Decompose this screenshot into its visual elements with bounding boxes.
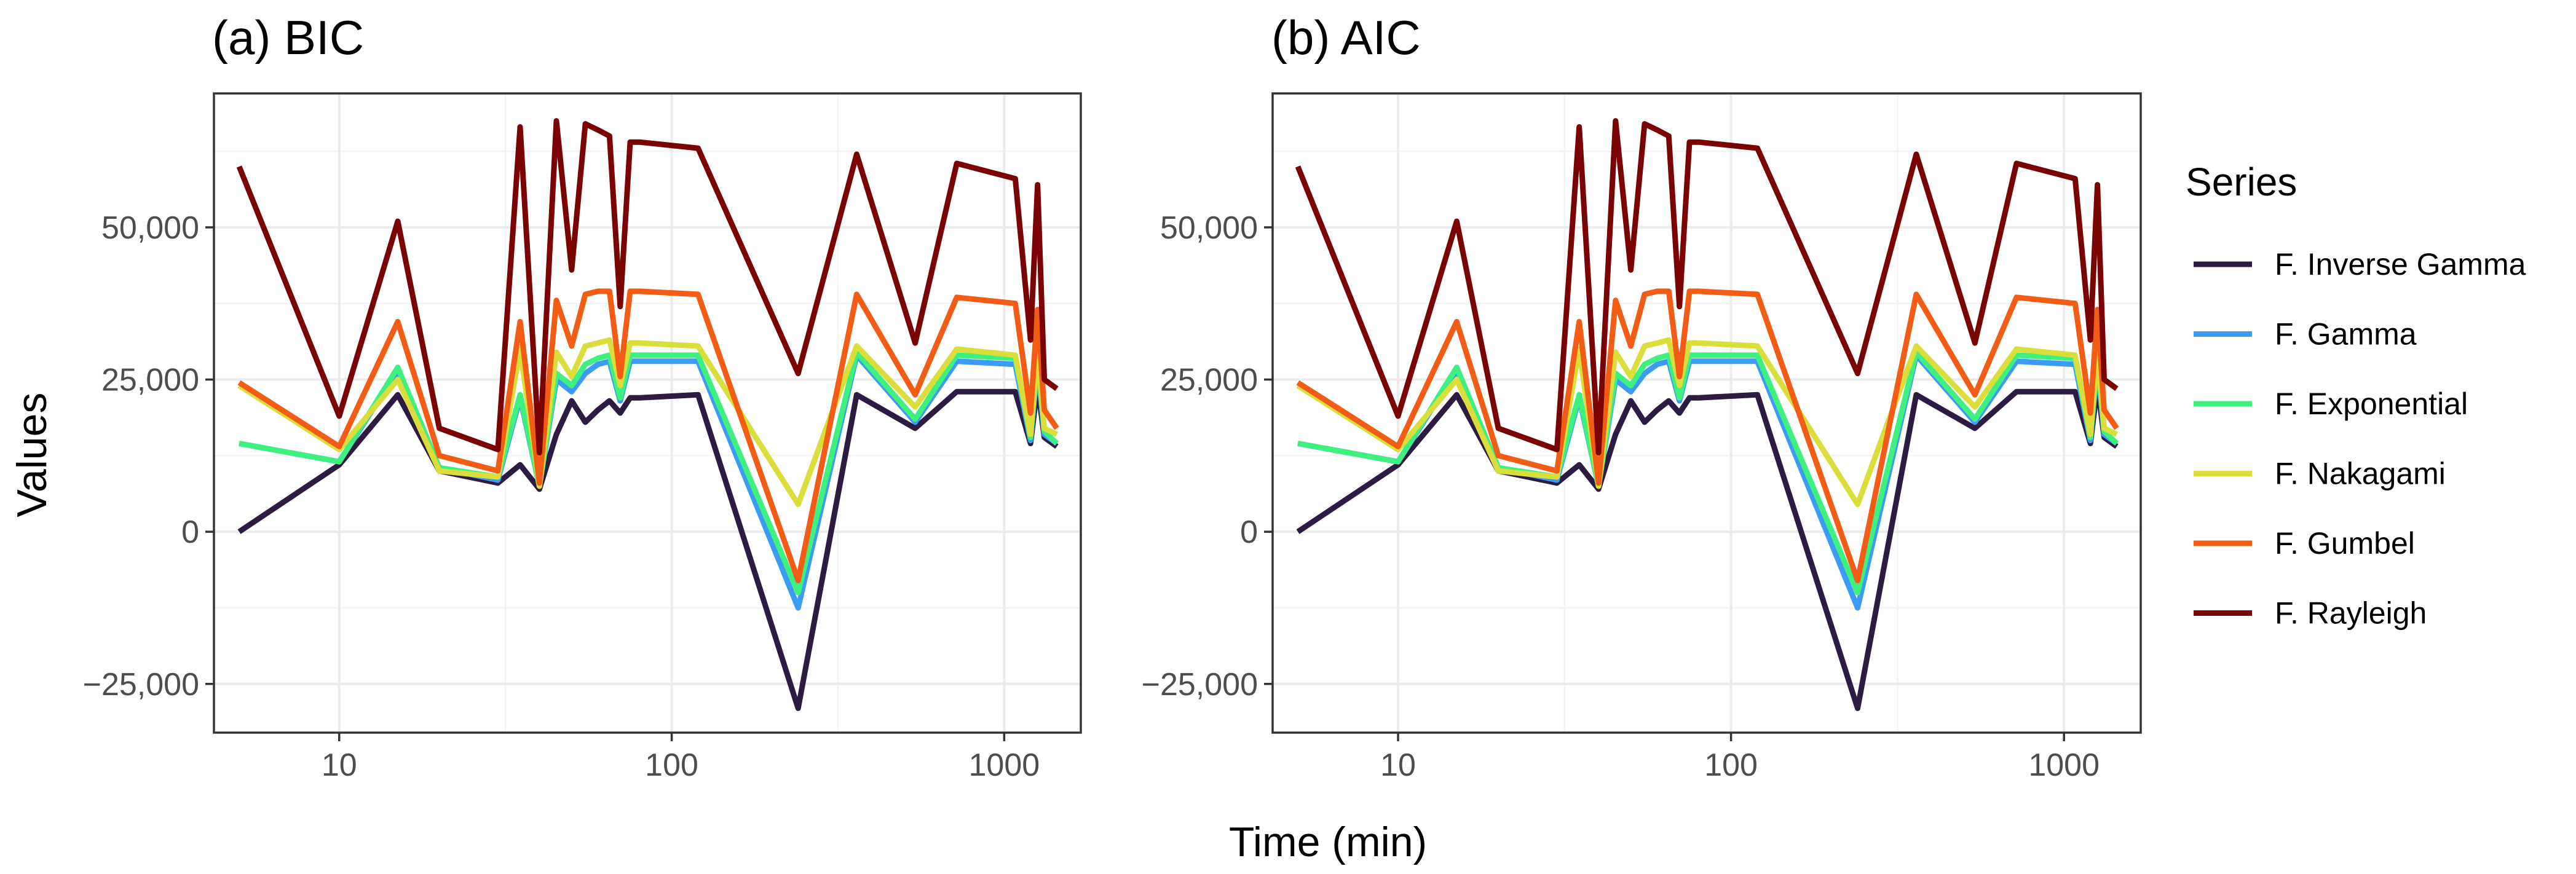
x-tick-label: 100	[645, 747, 698, 783]
legend-item-f-nakagami: F. Nakagami	[2194, 457, 2446, 491]
legend-label: F. Gumbel	[2275, 526, 2415, 561]
series-line-f-gumbel	[1296, 288, 2119, 583]
series-line-f-inverse-gamma	[1296, 382, 2119, 711]
legend-title: Series	[2186, 160, 2297, 204]
legend-item-f-exponential: F. Exponential	[2194, 387, 2468, 421]
legend-item-f-inverse-gamma: F. Inverse Gamma	[2194, 247, 2526, 281]
series-lines	[236, 118, 1059, 711]
series-line-f-rayleigh	[236, 118, 1059, 455]
series-lines	[1295, 118, 2119, 711]
legend-label: F. Gamma	[2275, 317, 2417, 352]
x-tick-label: 1000	[2028, 747, 2100, 783]
x-tick-label: 10	[1380, 747, 1416, 783]
series-line-f-gumbel	[237, 288, 1059, 583]
series-line-f-nakagami	[237, 337, 1058, 508]
series-line-f-exponential	[239, 349, 1059, 596]
chart-title: (a) BIC	[212, 10, 364, 65]
legend-item-f-gamma: F. Gamma	[2194, 317, 2417, 352]
chart-panel-aic: (b) AIC −25,000 0 25,000 50,000 10 100 1000	[1142, 10, 2142, 783]
plot-border	[213, 92, 1082, 734]
x-tick-label: 1000	[969, 747, 1040, 783]
series-line-f-exponential	[1297, 349, 2119, 596]
legend-entries: F. Inverse Gamma F. Gamma F. Exponential F.…	[2194, 247, 2526, 631]
y-tick-label: −25,000	[1142, 667, 1258, 703]
chart-title: (b) AIC	[1271, 10, 1421, 65]
legend-item-f-rayleigh: F. Rayleigh	[2194, 596, 2427, 631]
legend-label: F. Rayleigh	[2275, 596, 2427, 631]
series-line-f-inverse-gamma	[237, 382, 1059, 711]
legend-label: F. Inverse Gamma	[2275, 247, 2526, 281]
chart-panel-bic: (a) BIC −25,000 0 25,000 50,000 10 100 1000	[83, 10, 1082, 783]
axis-ticks: −25,000 0 25,000 50,000 10 100 1000	[83, 210, 1040, 783]
legend-label: F. Exponential	[2275, 387, 2468, 421]
x-tick-label: 100	[1704, 747, 1758, 783]
y-tick-label: 25,000	[1160, 363, 1258, 398]
y-tick-label: 50,000	[101, 210, 199, 246]
y-tick-label: −25,000	[83, 667, 199, 703]
legend-label: F. Nakagami	[2275, 457, 2446, 491]
series-line-f-nakagami	[1296, 337, 2118, 508]
y-tick-label: 0	[181, 514, 199, 550]
grid	[214, 93, 1081, 733]
y-tick-label: 50,000	[1160, 210, 1258, 246]
x-axis-title: Time (min)	[1229, 819, 1427, 865]
series-line-f-rayleigh	[1295, 118, 2119, 455]
y-axis-title: Values	[9, 393, 55, 518]
legend-item-f-gumbel: F. Gumbel	[2194, 526, 2415, 561]
axis-ticks: −25,000 0 25,000 50,000 10 100 1000	[1142, 210, 2100, 783]
legend: Series F. Inverse Gamma F. Gamma F. Expone…	[2186, 160, 2526, 631]
y-tick-label: 0	[1240, 514, 1258, 550]
x-tick-label: 10	[322, 747, 357, 783]
plot-border	[1271, 92, 2142, 734]
y-tick-label: 25,000	[101, 363, 199, 398]
